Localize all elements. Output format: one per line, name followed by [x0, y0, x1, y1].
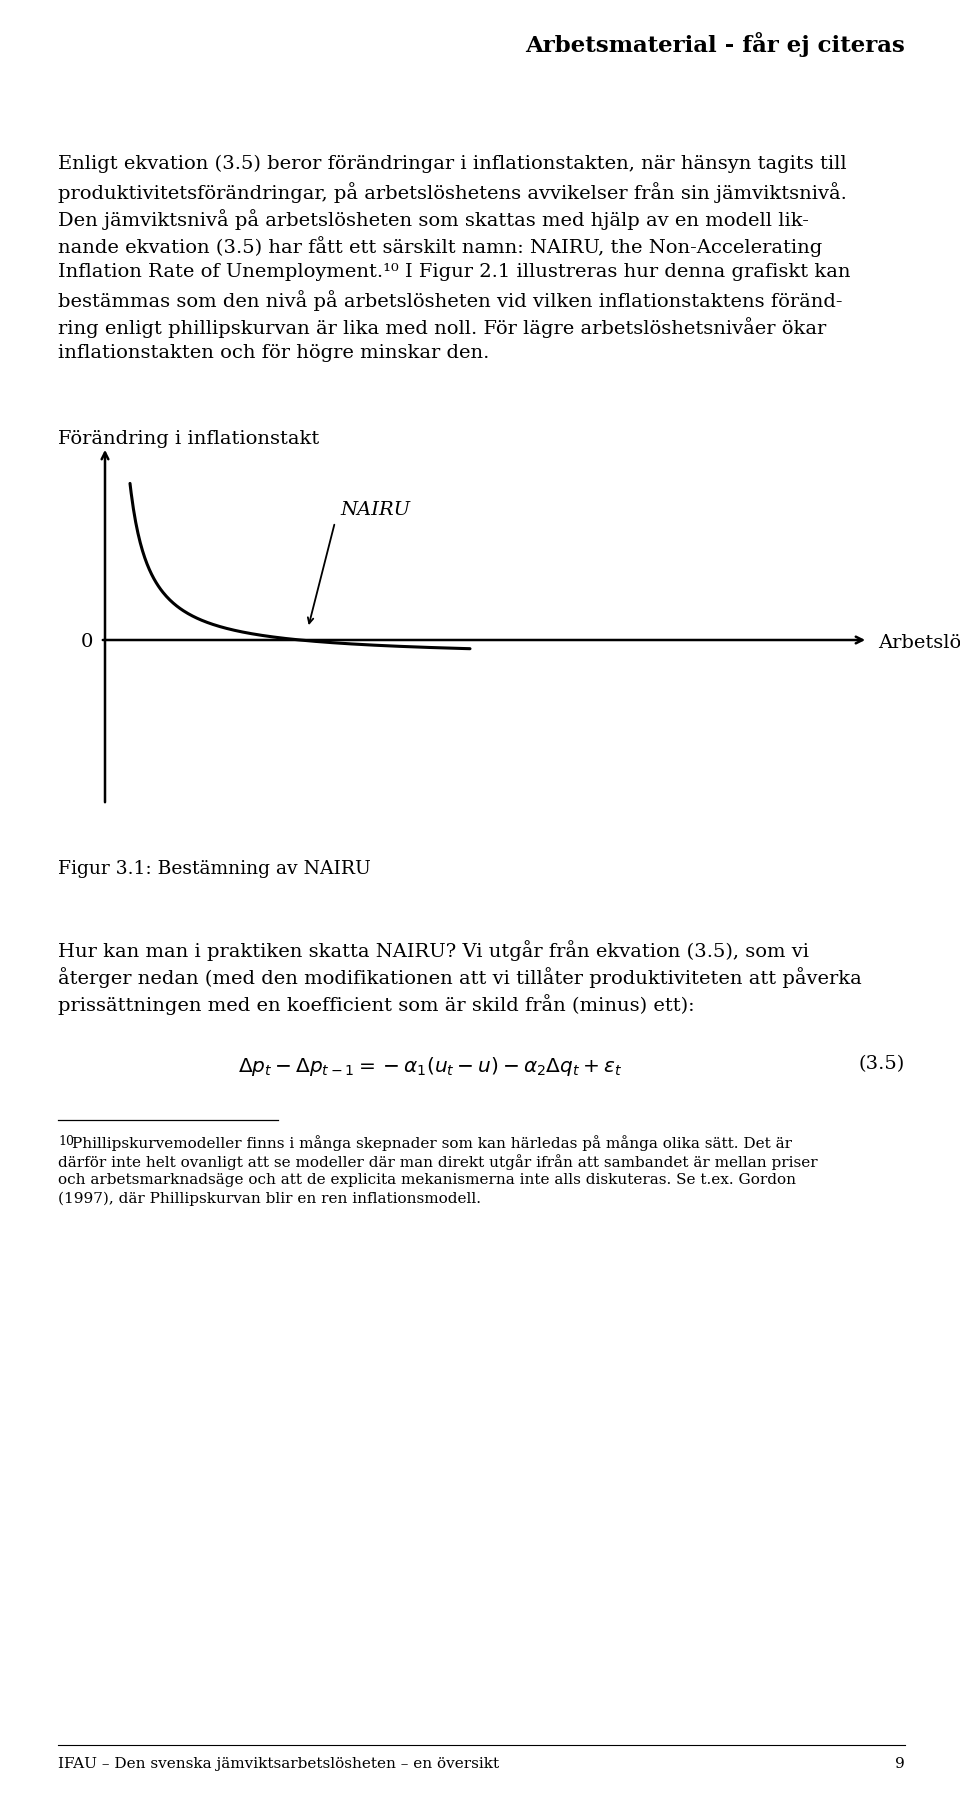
- Text: och arbetsmarknadsäge och att de explicita mekanismerna inte alls diskuteras. Se: och arbetsmarknadsäge och att de explici…: [58, 1172, 796, 1187]
- Text: Hur kan man i praktiken skatta NAIRU? Vi utgår från ekvation (3.5), som vi: Hur kan man i praktiken skatta NAIRU? Vi…: [58, 940, 809, 960]
- Text: inflationstakten och för högre minskar den.: inflationstakten och för högre minskar d…: [58, 343, 490, 361]
- Text: (3.5): (3.5): [859, 1055, 905, 1073]
- Text: bestämmas som den nivå på arbetslösheten vid vilken inflationstaktens föränd-: bestämmas som den nivå på arbetslösheten…: [58, 289, 843, 311]
- Text: Arbetslöshet: Arbetslöshet: [878, 635, 960, 653]
- Text: $\Delta p_t - \Delta p_{t-1} = -\alpha_1(u_t - u) - \alpha_2 \Delta q_t + \varep: $\Delta p_t - \Delta p_{t-1} = -\alpha_1…: [238, 1055, 622, 1079]
- Text: Inflation Rate of Unemployment.¹⁰ I Figur 2.1 illustreras hur denna grafiskt kan: Inflation Rate of Unemployment.¹⁰ I Figu…: [58, 263, 851, 280]
- Text: 10: 10: [58, 1135, 74, 1147]
- Text: produktivitetsförändringar, på arbetslöshetens avvikelser från sin jämviktsnivå.: produktivitetsförändringar, på arbetslös…: [58, 182, 847, 203]
- Text: Phillipskurvemodeller finns i många skepnader som kan härledas på många olika sä: Phillipskurvemodeller finns i många skep…: [72, 1135, 792, 1151]
- Text: återger nedan (med den modifikationen att vi tillåter produktiviteten att påverk: återger nedan (med den modifikationen at…: [58, 967, 862, 987]
- Text: prissättningen med en koefficient som är skild från (minus) ett):: prissättningen med en koefficient som är…: [58, 994, 695, 1014]
- Text: IFAU – Den svenska jämviktsarbetslösheten – en översikt: IFAU – Den svenska jämviktsarbetslöshete…: [58, 1757, 499, 1771]
- Text: Arbetsmaterial - får ej citeras: Arbetsmaterial - får ej citeras: [525, 32, 905, 58]
- Text: därför inte helt ovanligt att se modeller där man direkt utgår ifrån att samband: därför inte helt ovanligt att se modelle…: [58, 1154, 818, 1170]
- Text: (1997), där Phillipskurvan blir en ren inflationsmodell.: (1997), där Phillipskurvan blir en ren i…: [58, 1192, 481, 1206]
- Text: ring enligt phillipskurvan är lika med noll. För lägre arbetslöshetsnivåer ökar: ring enligt phillipskurvan är lika med n…: [58, 316, 827, 338]
- Text: Enligt ekvation (3.5) beror förändringar i inflationstakten, när hänsyn tagits t: Enligt ekvation (3.5) beror förändringar…: [58, 155, 847, 173]
- Text: 9: 9: [896, 1757, 905, 1771]
- Text: NAIRU: NAIRU: [340, 502, 410, 520]
- Text: 0: 0: [81, 633, 93, 651]
- Text: Förändring i inflationstakt: Förändring i inflationstakt: [58, 430, 320, 448]
- Text: Den jämviktsnivå på arbetslösheten som skattas med hjälp av en modell lik-: Den jämviktsnivå på arbetslösheten som s…: [58, 209, 809, 230]
- Text: nande ekvation (3.5) har fått ett särskilt namn: NAIRU, the Non-Accelerating: nande ekvation (3.5) har fått ett särski…: [58, 236, 823, 257]
- Text: Figur 3.1: Bestämning av NAIRU: Figur 3.1: Bestämning av NAIRU: [58, 859, 371, 877]
